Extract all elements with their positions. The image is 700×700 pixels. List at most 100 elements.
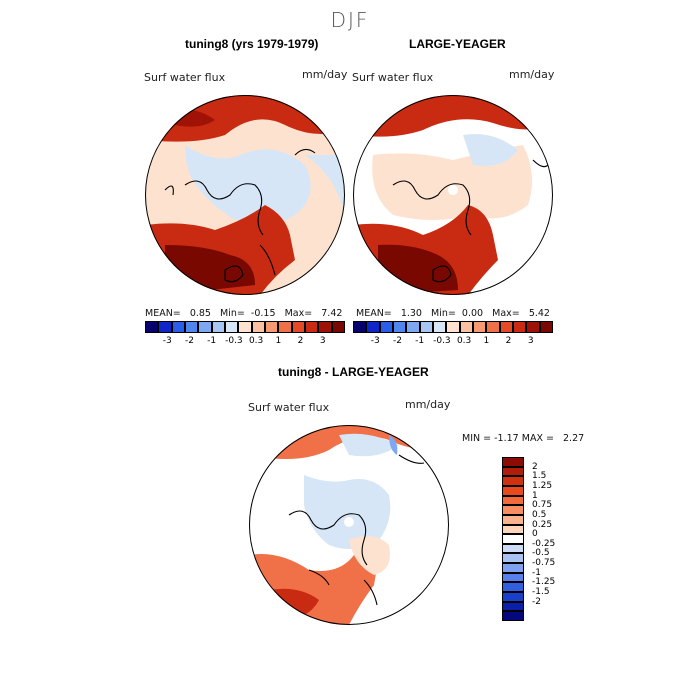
colorbar-swatch: [502, 505, 524, 515]
colorbar-tick-label: -0.5: [532, 548, 550, 559]
colorbar-swatch: [459, 321, 473, 333]
panel-3-title: tuning8 - LARGE-YEAGER: [278, 365, 429, 379]
colorbar-swatch: [379, 321, 393, 333]
colorbar-swatch: [502, 524, 524, 535]
colorbar-tick-label: -0.3: [225, 336, 243, 346]
colorbar-swatch: [238, 321, 252, 333]
colorbar-tick-label: 1.25: [532, 480, 553, 491]
colorbar-tick-label: -1: [415, 336, 425, 346]
panel-1-variable-label: Surf water flux: [144, 71, 226, 84]
colorbar-swatch: [171, 321, 185, 333]
map-3-border: [249, 425, 449, 625]
colorbar-tick-label: 0.25: [532, 519, 553, 530]
map-1-coastlines: [164, 148, 316, 283]
colorbar-swatch: [502, 476, 524, 486]
colorbar-tick-label: -0.75: [532, 558, 556, 569]
colorbar-swatch: [185, 321, 199, 333]
colorbar-swatch: [539, 321, 553, 333]
colorbar-swatch: [502, 543, 524, 554]
colorbar-swatch: [305, 321, 319, 333]
colorbar-tick-label: 0.3: [248, 336, 264, 346]
season-title: DJF: [330, 8, 370, 32]
colorbar-tick-label: -1: [207, 336, 217, 346]
map-3-pacific-strong-negative: [389, 435, 398, 455]
panel-2-title: LARGE-YEAGER: [409, 37, 506, 51]
colorbar-swatch: [502, 457, 524, 467]
colorbar-swatch: [502, 592, 524, 602]
panel-3-colorbar: [502, 457, 524, 621]
colorbar-swatch: [158, 321, 172, 333]
colorbar-tick-label: 2: [505, 336, 512, 346]
map-panel-1: [145, 95, 345, 295]
map-3-pole-mask: [344, 517, 354, 527]
map-1-border: [145, 95, 345, 295]
colorbar-swatch: [513, 321, 527, 333]
colorbar-tick-label: 3: [527, 336, 534, 346]
colorbar-swatch: [502, 466, 524, 477]
colorbar-swatch: [502, 514, 524, 525]
map-2-pole-mask: [448, 185, 458, 195]
colorbar-swatch: [331, 321, 345, 333]
colorbar-tick-label: 2: [297, 336, 304, 346]
colorbar-swatch: [265, 321, 279, 333]
colorbar-swatch: [526, 321, 540, 333]
panel-1-stats: MEAN= 0.85 Min= -0.15 Max= 7.42: [145, 308, 343, 319]
colorbar-tick-label: 0: [532, 529, 538, 540]
panel-3-variable-label: Surf water flux: [248, 401, 330, 414]
panel-2-colorbar-labels: -3 -2 -1 -0.3 0.3 1 2 3: [353, 336, 553, 348]
map-3-arctic-negative: [304, 475, 391, 549]
colorbar-swatch: [225, 321, 239, 333]
colorbar-swatch: [473, 321, 487, 333]
colorbar-tick-label: 0.3: [456, 336, 472, 346]
colorbar-tick-label: 1: [532, 490, 538, 501]
colorbar-swatch: [145, 321, 159, 333]
panel-2-variable-label: Surf water flux: [352, 71, 434, 84]
colorbar-swatch: [502, 582, 524, 593]
map-3-nordic-seas-weak: [349, 536, 390, 575]
colorbar-swatch: [211, 321, 225, 333]
colorbar-swatch: [502, 563, 524, 573]
colorbar-swatch: [251, 321, 265, 333]
colorbar-tick-label: -1.5: [532, 587, 550, 598]
colorbar-swatch: [502, 553, 524, 564]
colorbar-swatch: [499, 321, 513, 333]
colorbar-tick-label: 1.5: [532, 471, 547, 482]
colorbar-tick-label: -0.25: [532, 538, 556, 549]
panel-3-stats: MIN = -1.17 MAX = 2.27: [462, 433, 585, 444]
colorbar-swatch: [446, 321, 460, 333]
colorbar-swatch: [502, 495, 524, 506]
colorbar-tick-label: 0.75: [532, 500, 553, 511]
colorbar-swatch: [393, 321, 407, 333]
panel-2-stats: MEAN= 1.30 Min= 0.00 Max= 5.42: [356, 308, 550, 319]
panel-1-colorbar-labels: -3 -2 -1 -0.3 0.3 1 2 3: [145, 336, 345, 348]
map-panel-3: [249, 425, 449, 625]
colorbar-tick-label: 2: [532, 461, 538, 472]
colorbar-tick-label: -3: [162, 336, 172, 346]
map-1-pacific-low-flux: [305, 155, 345, 215]
colorbar-swatch: [502, 485, 524, 496]
colorbar-swatch: [291, 321, 305, 333]
map-3-coastlines: [288, 454, 425, 606]
panel-2-colorbar: [353, 321, 553, 333]
colorbar-tick-label: -3: [370, 336, 380, 346]
colorbar-swatch: [198, 321, 212, 333]
colorbar-tick-label: -2: [184, 336, 194, 346]
map-2-coastlines: [392, 159, 549, 283]
panel-1-units-label: mm/day: [302, 68, 348, 81]
colorbar-swatch: [278, 321, 292, 333]
colorbar-swatch: [353, 321, 367, 333]
colorbar-tick-label: 3: [319, 336, 326, 346]
map-panel-2: [353, 95, 553, 295]
colorbar-tick-label: 1: [483, 336, 490, 346]
colorbar-swatch: [419, 321, 433, 333]
colorbar-tick-label: 1: [275, 336, 282, 346]
colorbar-swatch: [433, 321, 447, 333]
map-3-pacific-negative: [339, 433, 399, 457]
colorbar-tick-label: -1.25: [532, 577, 556, 588]
panel-3-colorbar-labels: 2 1.5 1.25 1 0.75 0.5 0.25 0 -0.25 -0.5 -0.75 -1 -1.…: [532, 457, 592, 621]
map-2-arctic-low-flux: [463, 134, 518, 166]
colorbar-tick-label: -1: [532, 567, 541, 578]
colorbar-swatch: [366, 321, 380, 333]
colorbar-tick-label: -0.3: [433, 336, 451, 346]
panel-2-units-label: mm/day: [509, 68, 555, 81]
